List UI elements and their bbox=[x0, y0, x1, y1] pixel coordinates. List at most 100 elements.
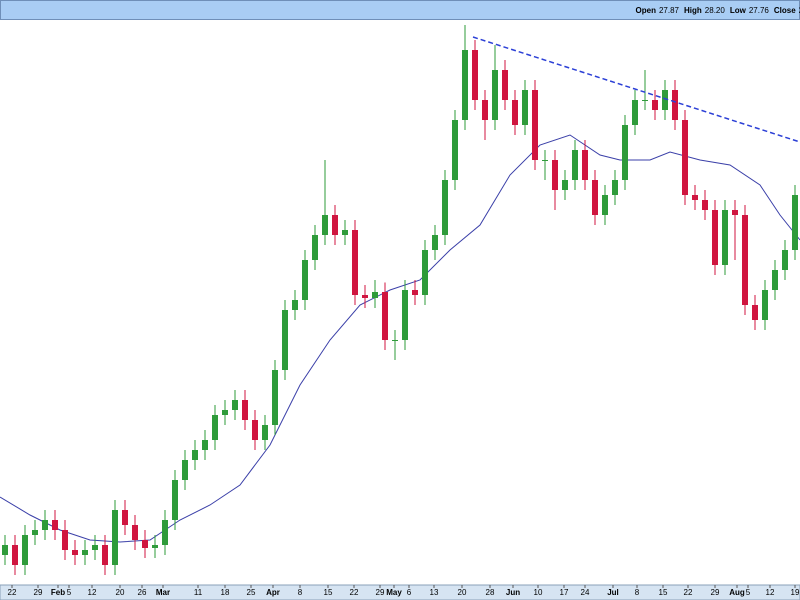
candle-body bbox=[522, 90, 528, 125]
x-tick-label: Mar bbox=[156, 588, 170, 597]
candle-body bbox=[352, 230, 358, 295]
candle-body bbox=[222, 410, 228, 415]
x-tick-label: 28 bbox=[486, 588, 495, 597]
candle-body bbox=[122, 510, 128, 525]
plot-area bbox=[0, 25, 800, 575]
x-tick-label: 25 bbox=[247, 588, 256, 597]
x-tick-label: 29 bbox=[34, 588, 43, 597]
candle-body bbox=[462, 50, 468, 120]
candle-body bbox=[252, 420, 258, 440]
candle-body bbox=[62, 530, 68, 550]
candle-body bbox=[672, 90, 678, 120]
candle-body bbox=[92, 545, 98, 550]
candle-body bbox=[402, 290, 408, 340]
candle-body bbox=[592, 180, 598, 215]
x-tick-label: 12 bbox=[766, 588, 775, 597]
x-tick-label: Apr bbox=[266, 588, 280, 597]
candle-body bbox=[232, 400, 238, 410]
header-label: Close bbox=[774, 6, 796, 15]
candle-body bbox=[362, 295, 368, 298]
candle-body bbox=[52, 520, 58, 530]
candle-body bbox=[142, 540, 148, 548]
candle-body bbox=[292, 300, 298, 310]
x-axis: 22 29 Feb 5 12 20 26 Mar 11 18 25 Apr 8 15 22 29 May 6 13 2… bbox=[8, 585, 800, 597]
candle-body bbox=[102, 545, 108, 565]
candle-body bbox=[192, 450, 198, 460]
candle-body bbox=[762, 290, 768, 320]
header-label: Low bbox=[730, 6, 747, 15]
header-info: Open27.87High28.20Low27.76Close28.02Volu… bbox=[636, 6, 800, 15]
candle-body bbox=[342, 230, 348, 235]
candle-body bbox=[732, 210, 738, 215]
candle-body bbox=[692, 195, 698, 200]
x-tick-label: 5 bbox=[67, 588, 72, 597]
x-tick-label: 5 bbox=[746, 588, 751, 597]
candle-body bbox=[372, 292, 378, 298]
candle-body bbox=[652, 100, 658, 110]
x-tick-label: 15 bbox=[659, 588, 668, 597]
x-tick-label: 17 bbox=[560, 588, 569, 597]
candle-body bbox=[742, 215, 748, 305]
candle-body bbox=[412, 290, 418, 295]
x-tick-label: Feb bbox=[51, 588, 65, 597]
header-value: 28.20 bbox=[705, 6, 726, 15]
trend-line bbox=[472, 36, 800, 143]
candle-body bbox=[82, 550, 88, 555]
candle-body bbox=[152, 545, 158, 548]
candle-body bbox=[212, 415, 218, 440]
x-tick-label: 15 bbox=[324, 588, 333, 597]
x-tick-label: 24 bbox=[581, 588, 590, 597]
candle-body bbox=[512, 100, 518, 125]
x-tick-label: 22 bbox=[8, 588, 17, 597]
candle-body bbox=[442, 180, 448, 235]
x-tick-label: 20 bbox=[458, 588, 467, 597]
candle-body bbox=[502, 70, 508, 100]
x-tick-label: 26 bbox=[138, 588, 147, 597]
moving-average-line bbox=[0, 134, 800, 543]
candle-body bbox=[612, 180, 618, 195]
x-tick-label: 29 bbox=[711, 588, 720, 597]
header-value: 28.02 bbox=[799, 6, 800, 15]
candle-body bbox=[42, 520, 48, 530]
candle-body bbox=[602, 195, 608, 215]
candle-body bbox=[432, 235, 438, 250]
candle-body bbox=[422, 250, 428, 295]
candle-body bbox=[22, 535, 28, 565]
candle-body bbox=[242, 400, 248, 420]
candle-body bbox=[542, 160, 548, 161]
header-text: Open27.87High28.20Low27.76Close28.02Volu… bbox=[636, 6, 800, 15]
x-tick-label: 10 bbox=[534, 588, 543, 597]
candle-body bbox=[332, 215, 338, 235]
candle-body bbox=[532, 90, 538, 160]
candle-body bbox=[302, 260, 308, 300]
header-value: 27.76 bbox=[749, 6, 770, 15]
candle-body bbox=[132, 525, 138, 540]
candle-body bbox=[482, 100, 488, 120]
x-axis-strip bbox=[0, 584, 800, 600]
candle-body bbox=[382, 292, 388, 340]
candle-body bbox=[682, 120, 688, 195]
candle-body bbox=[32, 530, 38, 535]
candle-body bbox=[772, 270, 778, 290]
x-tick-label: Jun bbox=[506, 588, 520, 597]
x-tick-label: 19 bbox=[791, 588, 800, 597]
x-tick-label: 18 bbox=[221, 588, 230, 597]
x-tick-label: Jul bbox=[607, 588, 619, 597]
candle-body bbox=[792, 195, 798, 250]
candle-body bbox=[182, 460, 188, 480]
candle-body bbox=[662, 90, 668, 110]
candle-body bbox=[12, 545, 18, 565]
candle-body bbox=[492, 70, 498, 120]
candle-body bbox=[172, 480, 178, 520]
candle-body bbox=[722, 210, 728, 265]
x-tick-label: May bbox=[386, 588, 402, 597]
candle-body bbox=[162, 520, 168, 545]
candle-body bbox=[202, 440, 208, 450]
candle-body bbox=[72, 550, 78, 555]
x-tick-label: 22 bbox=[350, 588, 359, 597]
candle-body bbox=[782, 250, 788, 270]
candle-body bbox=[112, 510, 118, 565]
candle-body bbox=[472, 50, 478, 100]
candle-body bbox=[642, 100, 648, 101]
